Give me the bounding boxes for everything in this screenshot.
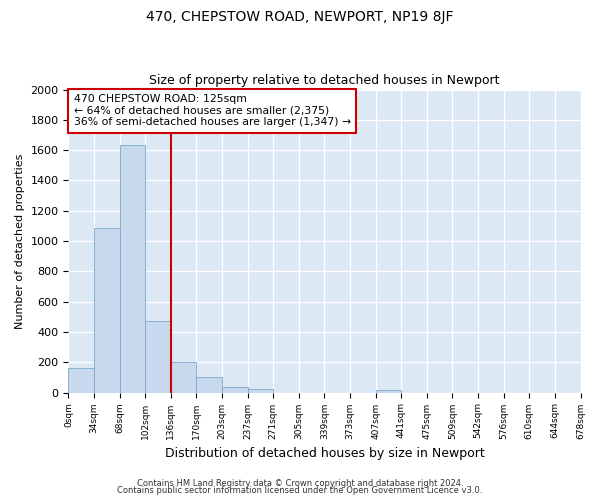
Text: 470, CHEPSTOW ROAD, NEWPORT, NP19 8JF: 470, CHEPSTOW ROAD, NEWPORT, NP19 8JF [146, 10, 454, 24]
Text: Contains HM Land Registry data © Crown copyright and database right 2024.: Contains HM Land Registry data © Crown c… [137, 478, 463, 488]
Bar [94, 228, 119, 392]
Bar [119, 145, 145, 392]
Y-axis label: Number of detached properties: Number of detached properties [15, 154, 25, 329]
Bar [196, 378, 222, 392]
X-axis label: Distribution of detached houses by size in Newport: Distribution of detached houses by size … [164, 447, 484, 460]
Bar [376, 390, 401, 392]
Text: 470 CHEPSTOW ROAD: 125sqm
← 64% of detached houses are smaller (2,375)
36% of se: 470 CHEPSTOW ROAD: 125sqm ← 64% of detac… [74, 94, 350, 128]
Bar [248, 389, 273, 392]
Bar [145, 322, 171, 392]
Bar [222, 387, 248, 392]
Bar [171, 362, 196, 392]
Text: Contains public sector information licensed under the Open Government Licence v3: Contains public sector information licen… [118, 486, 482, 495]
Title: Size of property relative to detached houses in Newport: Size of property relative to detached ho… [149, 74, 500, 87]
Bar [68, 368, 94, 392]
